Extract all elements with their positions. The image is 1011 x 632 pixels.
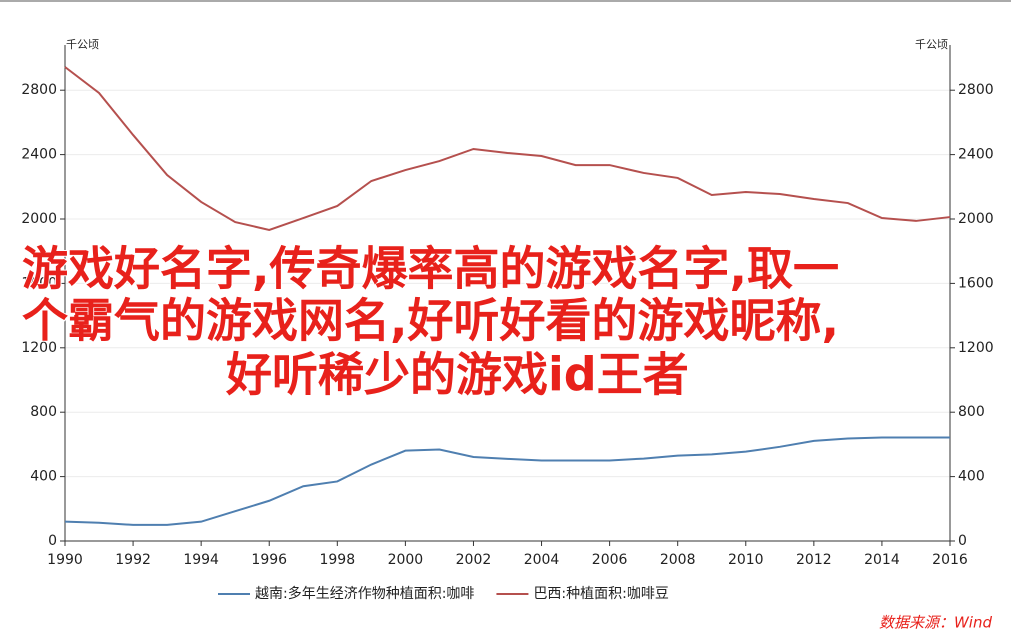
x-tick-label: 2004 bbox=[524, 552, 560, 568]
y-tick-label: 2000 bbox=[21, 211, 57, 227]
x-tick-label: 1994 bbox=[183, 552, 219, 568]
x-tick-label: 2016 bbox=[932, 552, 968, 568]
y-tick-label: 1200 bbox=[21, 340, 57, 356]
source: 数据来源：Wind bbox=[879, 614, 993, 632]
y-tick-label: 1600 bbox=[21, 275, 57, 291]
y2-tick-label: 1600 bbox=[958, 275, 994, 291]
x-tick-label: 2012 bbox=[796, 552, 832, 568]
legend-label: 越南:多年生经济作物种植面积:咖啡 bbox=[255, 585, 474, 602]
series-line bbox=[64, 66, 951, 231]
x-tick-label: 2002 bbox=[456, 552, 492, 568]
y-tick-label: 400 bbox=[30, 469, 57, 485]
y-tick-label: 0 bbox=[48, 533, 57, 549]
legend-label: 巴西:种植面积:咖啡豆 bbox=[533, 586, 668, 602]
y2-tick-label: 1200 bbox=[958, 340, 994, 356]
y2-tick-label: 0 bbox=[958, 533, 967, 549]
y-tick-label: 2800 bbox=[21, 82, 57, 98]
x-tick-label: 2006 bbox=[592, 552, 628, 568]
y2-tick-label: 400 bbox=[958, 469, 985, 485]
y2-tick-label: 2400 bbox=[958, 147, 994, 163]
overlay-text: 个霸气的游戏网名,好听好看的游戏昵称, bbox=[22, 294, 839, 348]
y-tick-label: 800 bbox=[30, 404, 57, 420]
x-tick-label: 2014 bbox=[864, 552, 900, 568]
y2-tick-label: 2800 bbox=[958, 82, 994, 98]
x-tick-label: 1992 bbox=[115, 552, 151, 568]
y2-axis-label: 千公顷 bbox=[915, 38, 948, 51]
series-line bbox=[64, 436, 950, 526]
x-tick-label: 2008 bbox=[660, 552, 696, 568]
overlay-text: 游戏好名字,传奇爆率高的游戏名字,取一 bbox=[22, 242, 839, 296]
x-tick-label: 1990 bbox=[47, 552, 83, 568]
y-tick-label: 2400 bbox=[21, 147, 57, 163]
x-tick-label: 1998 bbox=[319, 552, 355, 568]
overlay-text: 好听稀少的游戏id王者 bbox=[225, 348, 689, 402]
y-axis-label: 千公顷 bbox=[66, 38, 99, 51]
x-tick-label: 1996 bbox=[251, 552, 287, 568]
x-tick-label: 2000 bbox=[388, 552, 424, 568]
y2-tick-label: 800 bbox=[958, 404, 985, 420]
y2-tick-label: 2000 bbox=[958, 211, 994, 227]
x-tick-label: 2010 bbox=[728, 552, 764, 568]
